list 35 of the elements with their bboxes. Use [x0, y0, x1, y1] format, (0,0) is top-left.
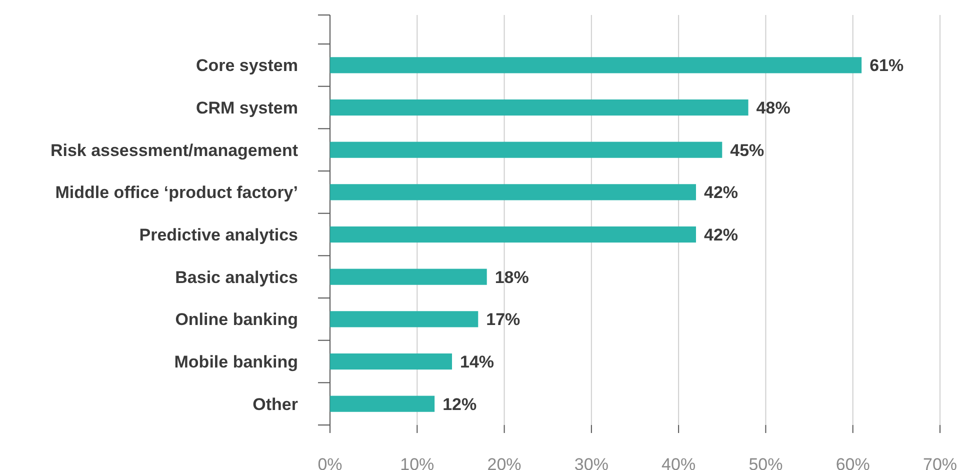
y-tick-label: Basic analytics [175, 268, 298, 287]
bar [330, 226, 696, 243]
bar [330, 396, 435, 412]
x-tick-label: 20% [487, 455, 522, 470]
y-tick-label: Core system [196, 56, 298, 76]
x-tick-label: 60% [836, 455, 870, 470]
bar [330, 142, 722, 158]
y-tick-label: CRM system [196, 98, 298, 118]
data-label: 18% [494, 268, 529, 287]
data-label: 45% [730, 140, 764, 160]
data-label: 61% [870, 56, 904, 76]
y-tick-label: Risk assessment/management [50, 140, 298, 160]
x-tick-label: 0% [318, 455, 342, 470]
x-tick-label: 50% [748, 455, 783, 470]
y-tick-label: Predictive analytics [139, 225, 298, 244]
x-tick-label: 40% [662, 455, 696, 470]
data-label: 42% [704, 183, 738, 202]
data-label: 48% [756, 98, 790, 118]
y-tick-label: Other [252, 394, 298, 414]
y-tick-label: Online banking [175, 310, 298, 330]
y-tick-label: Middle office ‘product factory’ [55, 183, 298, 202]
data-label: 42% [704, 225, 738, 244]
bar [330, 311, 478, 328]
data-label: 12% [442, 394, 477, 414]
bar [330, 353, 452, 370]
y-tick-label: Mobile banking [174, 352, 298, 372]
bar [330, 99, 748, 116]
x-tick-label: 70% [922, 455, 958, 470]
x-tick-label: 30% [574, 455, 608, 470]
x-tick-label: 10% [400, 455, 434, 470]
data-label: 14% [460, 352, 494, 372]
data-label: 17% [486, 310, 520, 330]
bar [330, 184, 696, 200]
bar [330, 57, 862, 74]
bar [330, 268, 487, 285]
